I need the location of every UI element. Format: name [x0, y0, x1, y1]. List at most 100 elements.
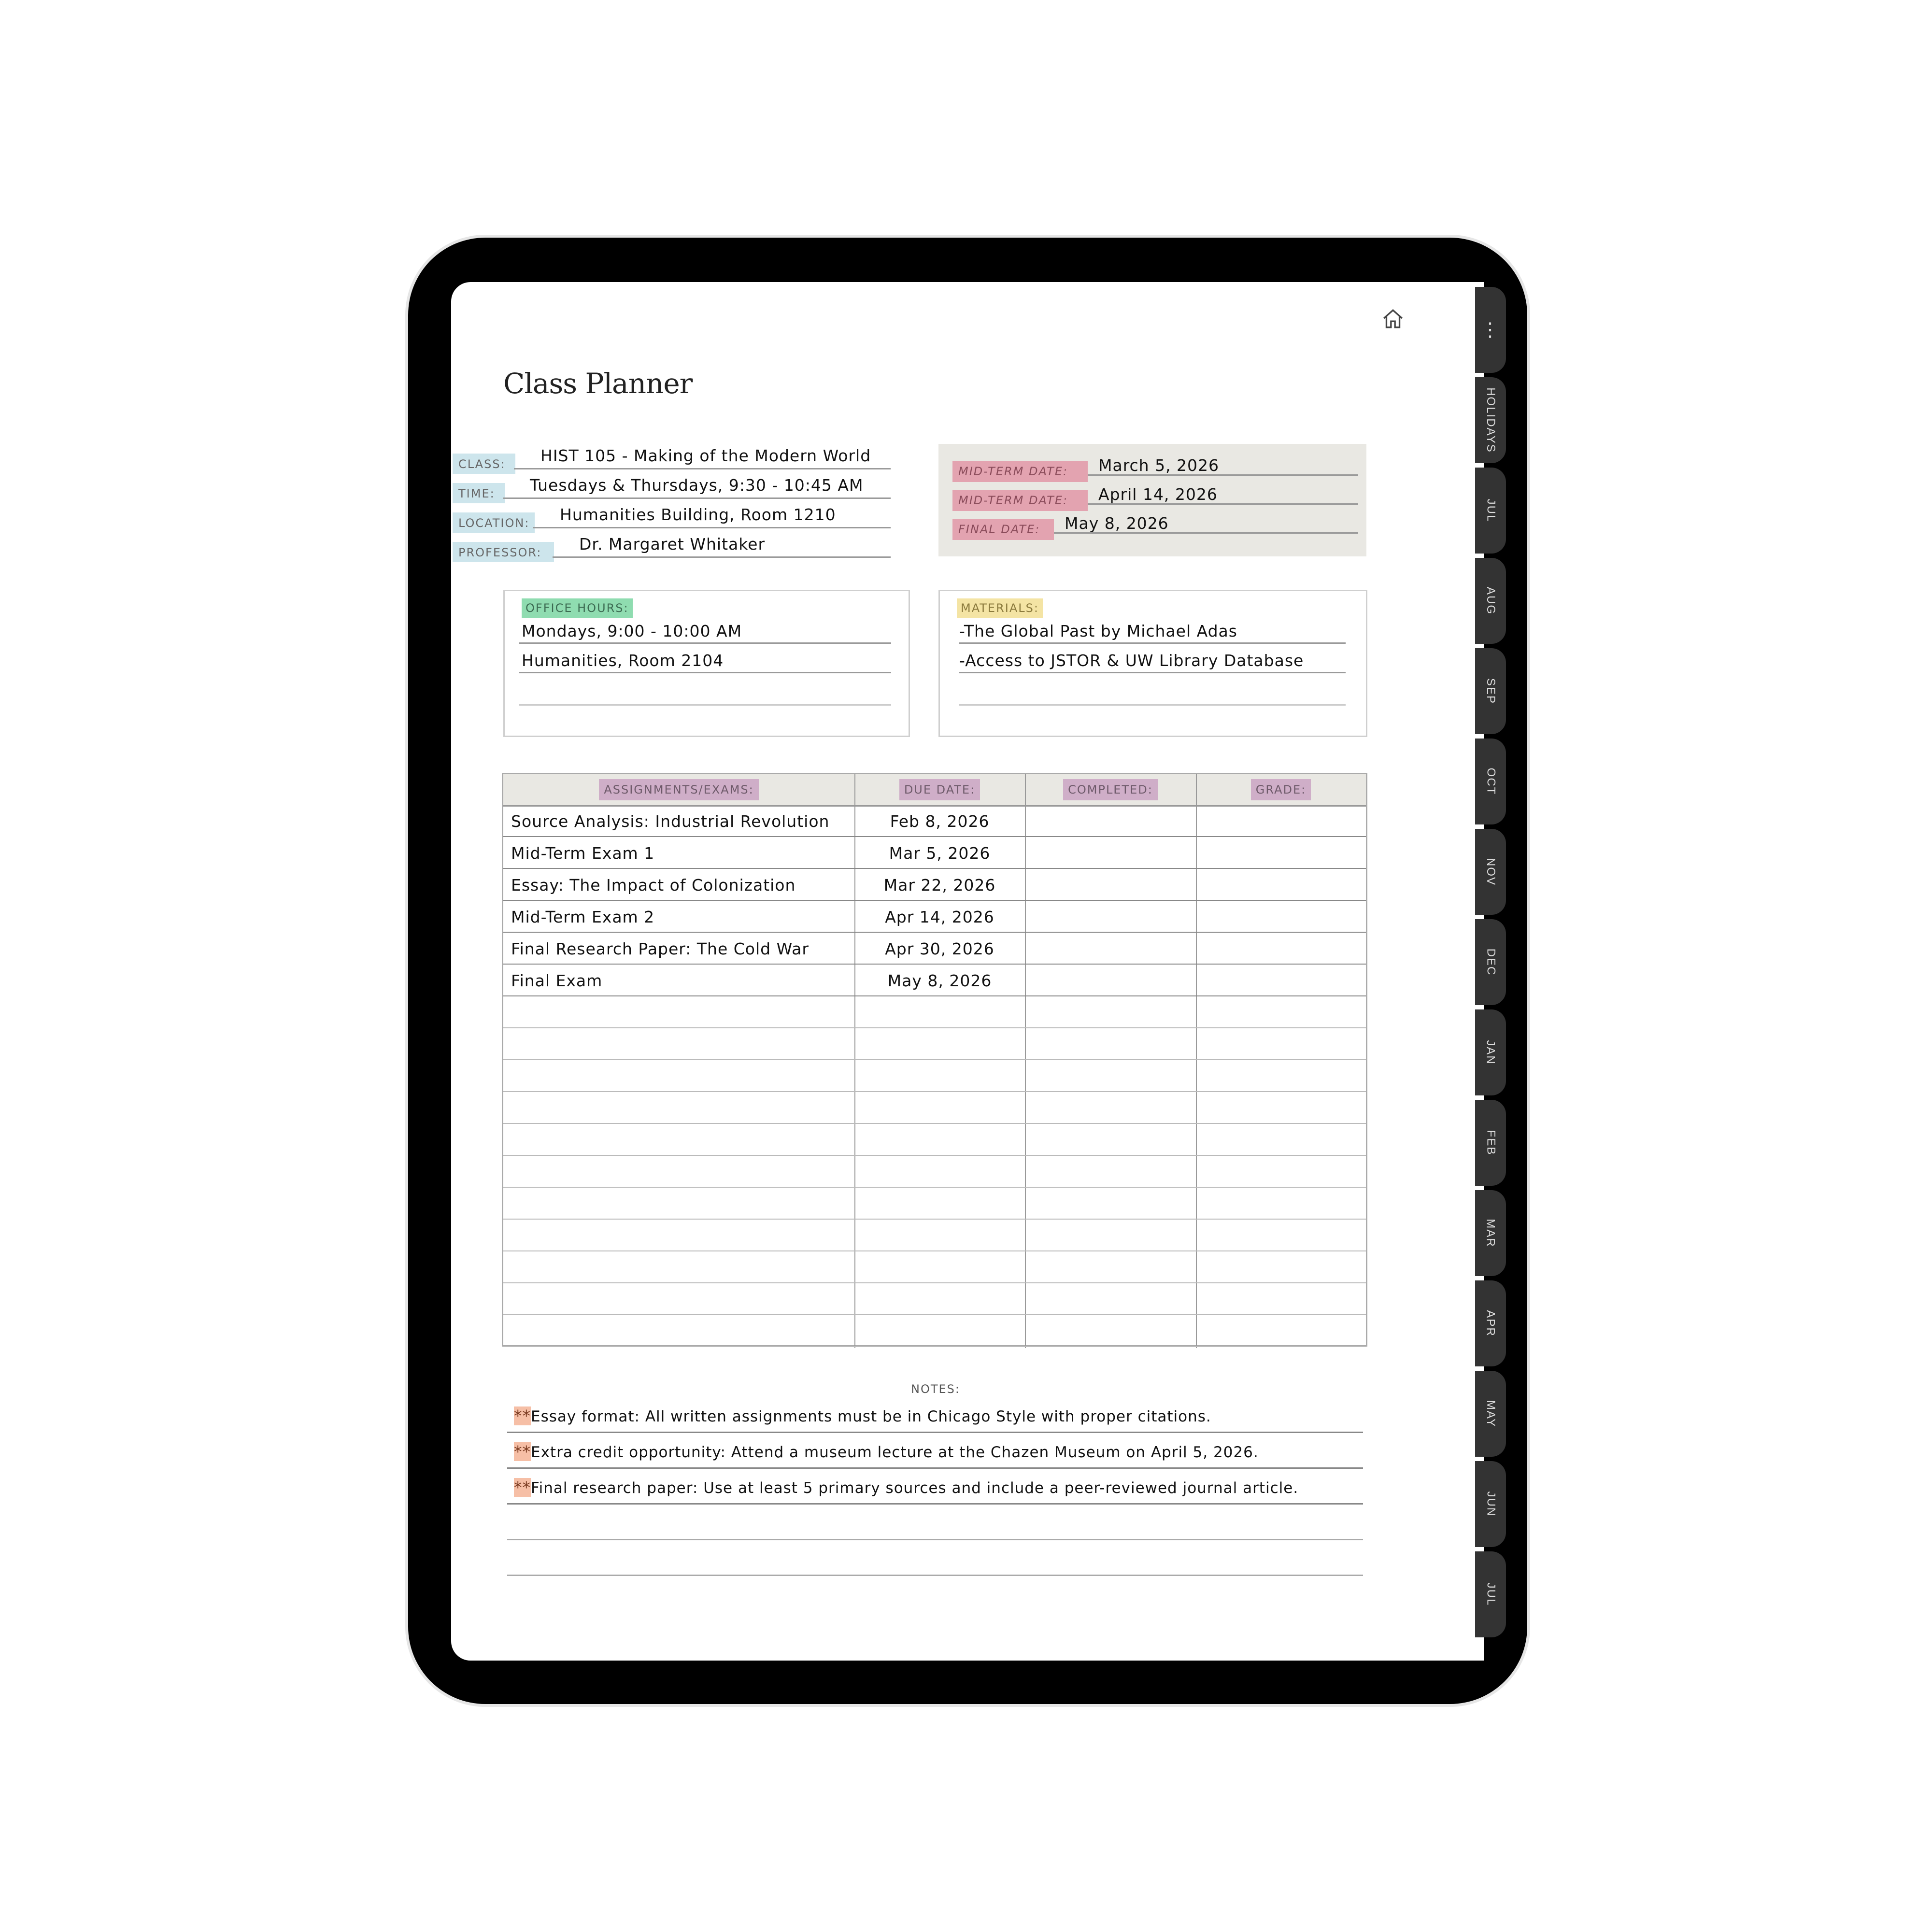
completed-cell[interactable] — [1025, 1220, 1196, 1250]
tab-feb[interactable]: FEB — [1475, 1100, 1506, 1186]
due-date-cell[interactable]: Mar 5, 2026 — [889, 844, 991, 863]
completed-cell[interactable] — [1025, 1060, 1196, 1091]
tab-sep[interactable]: SEP — [1475, 648, 1506, 734]
assignment-cell[interactable] — [503, 1156, 854, 1187]
tab-jul[interactable]: JUL — [1475, 468, 1506, 554]
tab-apr[interactable]: APR — [1475, 1280, 1506, 1366]
tab-jun[interactable]: JUN — [1475, 1461, 1506, 1547]
assignment-cell[interactable]: Mid-Term Exam 1 — [511, 844, 655, 863]
completed-cell[interactable] — [1025, 1092, 1196, 1123]
grade-cell[interactable] — [1196, 805, 1366, 836]
assignment-cell[interactable] — [503, 1315, 854, 1346]
grade-cell[interactable] — [1196, 1251, 1366, 1282]
tab-jan[interactable]: JAN — [1475, 1009, 1506, 1095]
due-date-cell[interactable] — [854, 1283, 1025, 1314]
tab-jul[interactable]: JUL — [1475, 1551, 1506, 1637]
due-date-cell[interactable] — [854, 1156, 1025, 1187]
assignment-cell[interactable] — [503, 1060, 854, 1091]
completed-cell[interactable] — [1025, 1028, 1196, 1059]
due-date-cell[interactable] — [854, 1124, 1025, 1155]
tab-nov[interactable]: NOV — [1475, 829, 1506, 915]
tab-may[interactable]: MAY — [1475, 1371, 1506, 1457]
note-text[interactable]: Essay format: All written assignments mu… — [531, 1408, 1211, 1425]
exam-date-value[interactable]: April 14, 2026 — [1098, 485, 1218, 504]
completed-cell[interactable] — [1025, 1283, 1196, 1314]
due-date-cell[interactable] — [854, 996, 1025, 1027]
info-value[interactable]: Dr. Margaret Whitaker — [579, 535, 766, 554]
info-value[interactable]: HIST 105 - Making of the Modern World — [540, 446, 871, 465]
more-menu-tab[interactable]: ⋮ — [1475, 287, 1506, 373]
assignment-cell[interactable]: Source Analysis: Industrial Revolution — [511, 812, 830, 831]
completed-cell[interactable] — [1025, 1156, 1196, 1187]
assignment-cell[interactable] — [503, 1251, 854, 1282]
completed-cell[interactable] — [1025, 996, 1196, 1027]
completed-cell[interactable] — [1025, 837, 1196, 868]
info-value[interactable]: Tuesdays & Thursdays, 9:30 - 10:45 AM — [530, 476, 864, 495]
completed-cell[interactable] — [1025, 901, 1196, 932]
grade-cell[interactable] — [1196, 1188, 1366, 1219]
assignment-cell[interactable]: Mid-Term Exam 2 — [511, 908, 655, 926]
office-hours-line[interactable]: Mondays, 9:00 - 10:00 AM — [522, 622, 742, 640]
assignment-cell[interactable] — [503, 1124, 854, 1155]
tab-oct[interactable]: OCT — [1475, 739, 1506, 824]
assignment-cell[interactable] — [503, 1092, 854, 1123]
home-icon[interactable] — [1381, 307, 1405, 331]
assignment-cell[interactable]: Essay: The Impact of Colonization — [511, 876, 796, 895]
grade-cell[interactable] — [1196, 996, 1366, 1027]
completed-cell[interactable] — [1025, 1315, 1196, 1346]
note-item[interactable]: **Essay format: All written assignments … — [514, 1406, 1211, 1425]
due-date-cell[interactable] — [854, 1220, 1025, 1250]
completed-cell[interactable] — [1025, 1251, 1196, 1282]
due-date-cell[interactable]: Apr 30, 2026 — [885, 939, 994, 958]
grade-cell[interactable] — [1196, 965, 1366, 995]
assignment-cell[interactable] — [503, 996, 854, 1027]
assignment-cell[interactable] — [503, 1283, 854, 1314]
due-date-cell[interactable] — [854, 1251, 1025, 1282]
due-date-cell[interactable] — [854, 1092, 1025, 1123]
tab-dec[interactable]: DEC — [1475, 919, 1506, 1005]
grade-cell[interactable] — [1196, 1092, 1366, 1123]
assignment-cell[interactable] — [503, 1220, 854, 1250]
exam-date-value[interactable]: May 8, 2026 — [1065, 514, 1169, 533]
due-date-cell[interactable]: May 8, 2026 — [887, 971, 992, 990]
completed-cell[interactable] — [1025, 965, 1196, 995]
grade-cell[interactable] — [1196, 1124, 1366, 1155]
assignment-cell[interactable]: Final Research Paper: The Cold War — [511, 939, 809, 958]
tab-mar[interactable]: MAR — [1475, 1190, 1506, 1276]
due-date-cell[interactable] — [854, 1060, 1025, 1091]
note-item[interactable]: **Final research paper: Use at least 5 p… — [514, 1478, 1298, 1497]
grade-cell[interactable] — [1196, 837, 1366, 868]
due-date-cell[interactable]: Mar 22, 2026 — [883, 876, 996, 895]
materials-line[interactable]: -Access to JSTOR & UW Library Database — [959, 651, 1304, 670]
grade-cell[interactable] — [1196, 1315, 1366, 1346]
grade-cell[interactable] — [1196, 1283, 1366, 1314]
exam-date-value[interactable]: March 5, 2026 — [1098, 456, 1220, 475]
grade-cell[interactable] — [1196, 1060, 1366, 1091]
completed-cell[interactable] — [1025, 805, 1196, 836]
grade-cell[interactable] — [1196, 1220, 1366, 1250]
due-date-cell[interactable] — [854, 1028, 1025, 1059]
completed-cell[interactable] — [1025, 1124, 1196, 1155]
completed-cell[interactable] — [1025, 1188, 1196, 1219]
info-value[interactable]: Humanities Building, Room 1210 — [560, 505, 836, 524]
grade-cell[interactable] — [1196, 901, 1366, 932]
due-date-cell[interactable]: Apr 14, 2026 — [885, 908, 994, 926]
grade-cell[interactable] — [1196, 1156, 1366, 1187]
due-date-cell[interactable]: Feb 8, 2026 — [890, 812, 990, 831]
assignment-cell[interactable] — [503, 1028, 854, 1059]
note-item[interactable]: **Extra credit opportunity: Attend a mus… — [514, 1442, 1259, 1461]
due-date-cell[interactable] — [854, 1315, 1025, 1346]
note-text[interactable]: Final research paper: Use at least 5 pri… — [531, 1479, 1299, 1497]
grade-cell[interactable] — [1196, 869, 1366, 900]
completed-cell[interactable] — [1025, 869, 1196, 900]
assignment-cell[interactable]: Final Exam — [511, 971, 603, 990]
materials-line[interactable]: -The Global Past by Michael Adas — [959, 622, 1237, 640]
tab-aug[interactable]: AUG — [1475, 558, 1506, 644]
office-hours-line[interactable]: Humanities, Room 2104 — [522, 651, 724, 670]
tab-holidays[interactable]: HOLIDAYS — [1475, 377, 1506, 463]
due-date-cell[interactable] — [854, 1188, 1025, 1219]
assignment-cell[interactable] — [503, 1188, 854, 1219]
note-text[interactable]: Extra credit opportunity: Attend a museu… — [531, 1444, 1259, 1461]
grade-cell[interactable] — [1196, 1028, 1366, 1059]
completed-cell[interactable] — [1025, 933, 1196, 964]
